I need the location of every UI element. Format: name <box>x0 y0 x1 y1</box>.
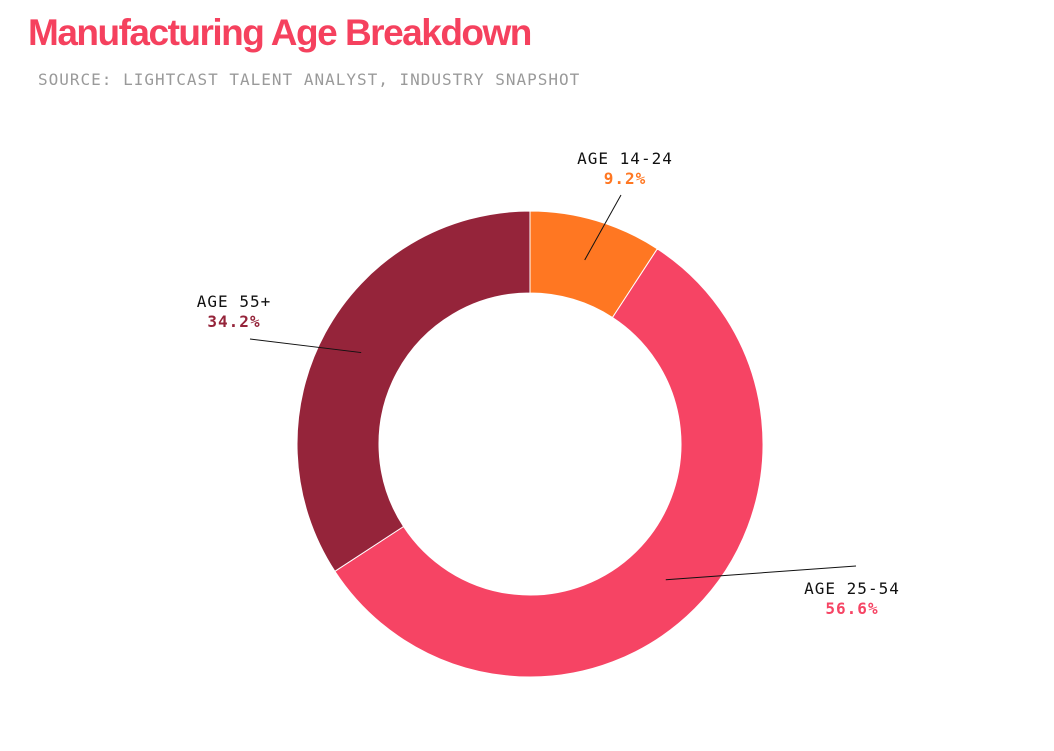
label-age-55-plus-name: AGE 55+ <box>197 292 271 311</box>
slice-age-25-54 <box>334 248 764 678</box>
chart-title: Manufacturing Age Breakdown <box>28 12 532 53</box>
label-leader-lines <box>249 194 857 581</box>
leader-line-age-55-plus <box>249 338 362 354</box>
leader-line-age-25-54 <box>665 565 857 581</box>
leader-line-age-14-24 <box>584 194 622 261</box>
slice-age-55-plus <box>296 210 531 573</box>
label-age-14-24-value: 9.2% <box>604 169 647 188</box>
donut-slices <box>296 210 764 678</box>
chart-source: SOURCE: LIGHTCAST TALENT ANALYST, INDUST… <box>38 70 581 89</box>
label-age-55-plus-value: 34.2% <box>207 312 260 331</box>
label-age-25-54-value: 56.6% <box>825 599 878 618</box>
label-age-25-54-name: AGE 25-54 <box>804 579 900 598</box>
label-age-14-24-name: AGE 14-24 <box>577 149 673 168</box>
